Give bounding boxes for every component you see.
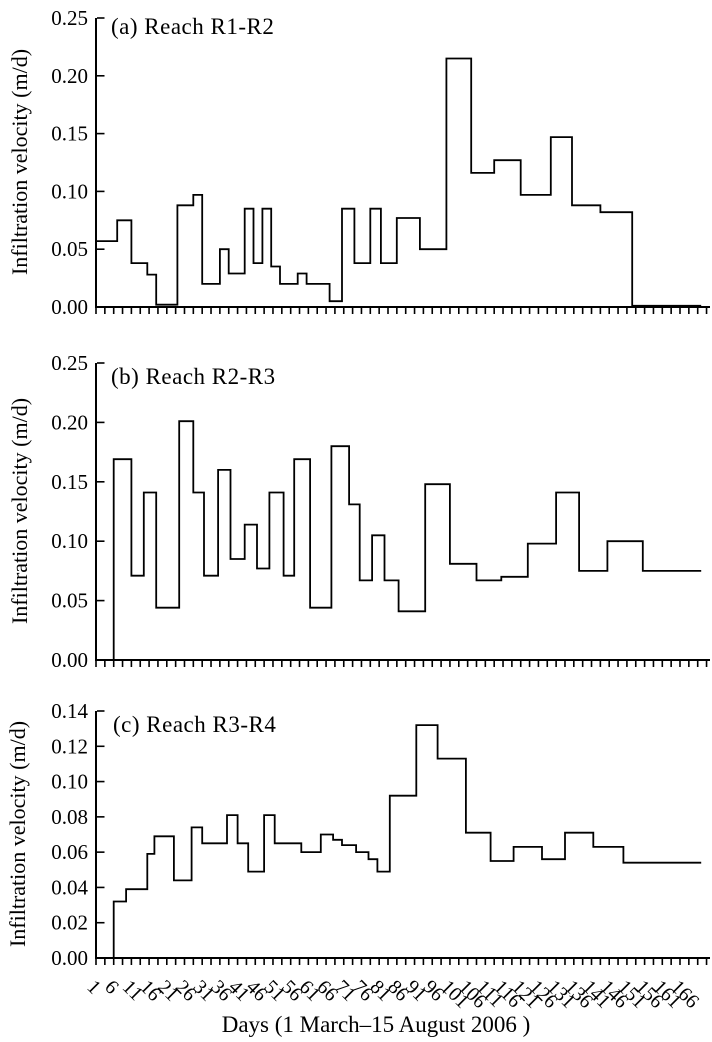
panel-c-title: (c) Reach R3-R4 [113, 712, 277, 737]
y-tick-label: 0.04 [51, 875, 88, 899]
panel-b-title: (b) Reach R2-R3 [111, 364, 276, 389]
chart-panel-b: 0.00 0.05 0.10 0.15 0.20 0.25 [51, 351, 710, 672]
y-tick-label: 0.00 [51, 648, 88, 672]
y-tick-label: 0.10 [51, 770, 88, 794]
y-tick-label: 0.10 [51, 529, 88, 553]
infiltration-velocity-step-line [112, 420, 702, 660]
panel-c-y-axis-label: Infiltration velocity (m/d) [5, 720, 30, 948]
y-tick-label: 0.10 [51, 179, 88, 203]
infiltration-velocity-step-line [95, 57, 702, 307]
y-tick-label: 0.15 [51, 122, 88, 146]
y-tick-label: 0.12 [51, 734, 88, 758]
y-tick-label: 0.02 [51, 911, 88, 935]
panel-a-title: (a) Reach R1-R2 [111, 14, 275, 39]
y-tick-label: 0.05 [51, 589, 88, 613]
x-axis-title: Days (1 March–15 August 2006 ) [221, 1012, 531, 1037]
y-tick-label: 0.25 [51, 351, 88, 375]
y-tick-label: 0.06 [51, 840, 88, 864]
y-tick-label: 0.08 [51, 805, 88, 829]
panel-b-y-axis-label: Infiltration velocity (m/d) [7, 397, 32, 625]
infiltration-velocity-step-line [112, 724, 702, 958]
x-tick-label: 1 [82, 976, 105, 999]
panel-a-y-axis-label: Infiltration velocity (m/d) [7, 48, 32, 276]
chart-panel-a: 0.00 0.05 0.10 0.15 0.20 0.25 [51, 6, 710, 319]
y-tick-label: 0.25 [51, 6, 88, 30]
y-tick-label: 0.05 [51, 237, 88, 261]
chart-panel-c: 0.000.020.040.060.080.100.120.1416111621… [51, 699, 710, 1013]
y-tick-label: 0.14 [51, 699, 88, 723]
x-tick-label: 6 [100, 976, 123, 999]
y-tick-label: 0.00 [51, 946, 88, 970]
y-tick-label: 0.15 [51, 470, 88, 494]
y-tick-label: 0.20 [51, 410, 88, 434]
y-tick-label: 0.00 [51, 295, 88, 319]
y-tick-label: 0.20 [51, 64, 88, 88]
